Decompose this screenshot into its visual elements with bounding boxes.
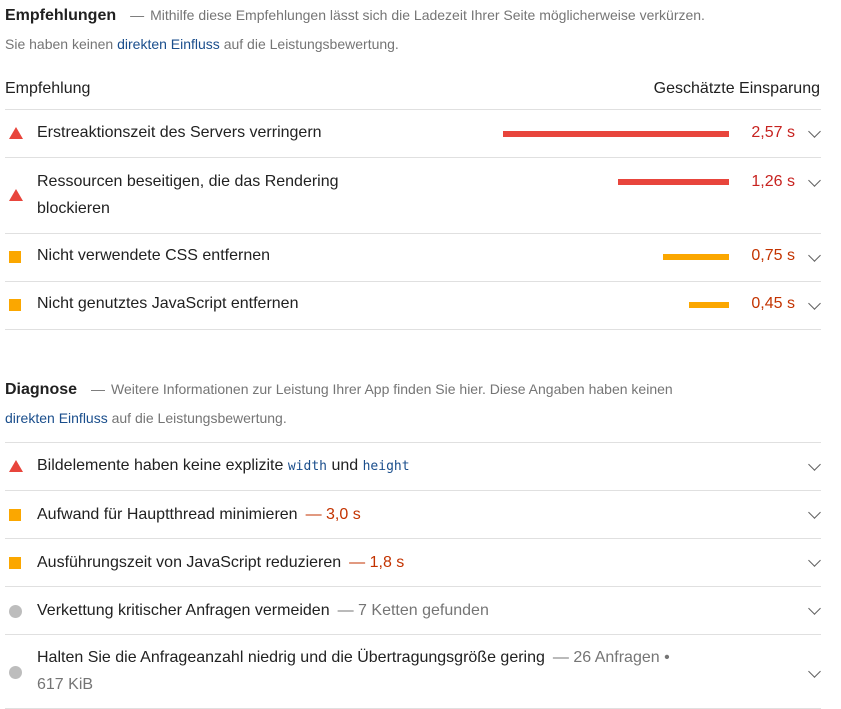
fail-triangle-icon — [9, 460, 23, 472]
savings-bar — [618, 179, 729, 185]
fail-triangle-icon — [9, 189, 23, 201]
average-square-icon — [9, 251, 21, 263]
recommendation-label: Nicht genutztes JavaScript entfernen — [37, 295, 299, 312]
recommendations-description: Mithilfe diese Empfehlungen lässt sich d… — [150, 7, 705, 23]
diagnostics-header: Diagnose — Weitere Informationen zur Leist… — [5, 375, 821, 433]
recommendation-row-server-response[interactable]: Erstreaktionszeit des Servers verringern… — [5, 110, 821, 158]
diagnostic-row-js-execution[interactable]: Ausführungszeit von JavaScript reduziere… — [5, 539, 821, 587]
recommendations-column-header: Empfehlung Geschätzte Einsparung — [5, 76, 821, 110]
chevron-down-icon[interactable] — [808, 297, 821, 310]
chevron-down-icon[interactable] — [808, 506, 821, 519]
chevron-down-icon[interactable] — [808, 602, 821, 615]
recommendation-row-unused-js[interactable]: Nicht genutztes JavaScript entfernen 0,4… — [5, 282, 821, 330]
savings-value: 1,26 s — [751, 173, 795, 190]
savings-bar — [689, 302, 729, 308]
recommendation-label: Erstreaktionszeit des Servers verringern — [37, 124, 322, 141]
diagnostics-description-end: auf die Leistungsbewertung. — [111, 410, 287, 426]
diagnostics-dash: — — [91, 381, 106, 397]
fail-triangle-icon — [9, 127, 23, 139]
average-square-icon — [9, 557, 21, 569]
diagnostic-label: Bildelemente haben keine explizite width… — [37, 457, 410, 474]
savings-bar — [663, 254, 729, 260]
recommendations-description-line2: Sie haben keinen — [5, 36, 114, 52]
chevron-down-icon[interactable] — [808, 665, 821, 678]
average-square-icon — [9, 509, 21, 521]
diagnostic-label: Halten Sie die Anfrageanzahl niedrig und… — [37, 649, 670, 693]
column-recommendation: Empfehlung — [5, 80, 91, 97]
recommendation-label: Nicht verwendete CSS entfernen — [37, 247, 271, 264]
savings-value: 0,45 s — [751, 295, 795, 312]
diagnostic-value: — 7 Ketten gefunden — [337, 602, 489, 619]
recommendations-impact-link[interactable]: direkten Einfluss — [117, 36, 220, 52]
savings-value: 2,57 s — [751, 124, 795, 141]
chevron-down-icon[interactable] — [808, 249, 821, 262]
diagnostic-value-line2: 617 KiB — [37, 676, 94, 693]
savings-bar — [503, 131, 729, 137]
diagnostic-label: Aufwand für Hauptthread minimieren — 3,0 … — [37, 506, 361, 523]
recommendations-description-end: auf die Leistungsbewertung. — [223, 36, 399, 52]
chevron-down-icon[interactable] — [808, 174, 821, 187]
diagnostic-value: — 1,8 s — [349, 554, 405, 571]
code-width: width — [287, 459, 327, 474]
divider — [5, 442, 821, 443]
recommendations-title: Empfehlungen — [5, 7, 117, 24]
chevron-down-icon[interactable] — [808, 554, 821, 567]
info-circle-icon — [9, 605, 22, 618]
diagnostic-label: Verkettung kritischer Anfragen vermeiden… — [37, 602, 489, 619]
diagnostic-row-critical-chains[interactable]: Verkettung kritischer Anfragen vermeiden… — [5, 587, 821, 635]
diagnostic-value: — 26 Anfragen • — [552, 649, 670, 666]
info-circle-icon — [9, 666, 22, 679]
diagnostics-description: Weitere Informationen zur Leistung Ihrer… — [111, 381, 673, 397]
savings-value: 0,75 s — [751, 247, 795, 264]
average-square-icon — [9, 299, 21, 311]
recommendations-dash: — — [130, 7, 145, 23]
recommendations-header: Empfehlungen — Mithilfe diese Empfehlungen… — [5, 1, 821, 59]
recommendation-label: Ressourcen beseitigen, die das Rendering… — [37, 173, 339, 217]
diagnostic-row-image-dimensions[interactable]: Bildelemente haben keine explizite width… — [5, 443, 821, 491]
diagnostic-label: Ausführungszeit von JavaScript reduziere… — [37, 554, 405, 571]
recommendation-row-unused-css[interactable]: Nicht verwendete CSS entfernen 0,75 s — [5, 234, 821, 282]
chevron-down-icon[interactable] — [808, 458, 821, 471]
column-estimated-savings: Geschätzte Einsparung — [653, 80, 820, 97]
diagnostic-row-request-count[interactable]: Halten Sie die Anfrageanzahl niedrig und… — [5, 635, 821, 709]
diagnostic-value: — 3,0 s — [305, 506, 361, 523]
diagnostics-impact-link[interactable]: direkten Einfluss — [5, 410, 108, 426]
recommendation-row-render-blocking[interactable]: Ressourcen beseitigen, die das Rendering… — [5, 158, 821, 234]
chevron-down-icon[interactable] — [808, 125, 821, 138]
diagnostics-title: Diagnose — [5, 381, 78, 398]
code-height: height — [362, 459, 410, 474]
diagnostic-row-main-thread[interactable]: Aufwand für Hauptthread minimieren — 3,0 … — [5, 491, 821, 539]
